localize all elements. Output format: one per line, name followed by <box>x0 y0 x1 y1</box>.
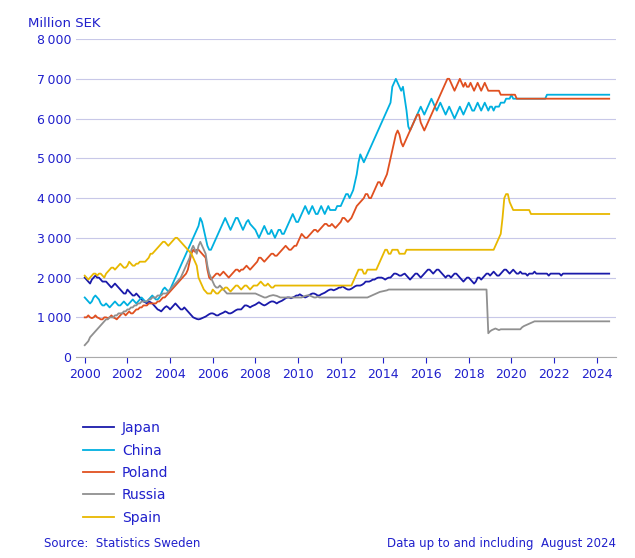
Spain <box>502 191 510 198</box>
Russia <box>81 342 88 349</box>
China <box>314 210 321 217</box>
Spain <box>314 282 321 289</box>
Line: China: China <box>84 79 609 307</box>
Poland <box>605 95 613 102</box>
Text: Data up to and including  August 2024: Data up to and including August 2024 <box>387 537 616 550</box>
Japan <box>149 300 156 307</box>
Spain <box>605 210 613 217</box>
Poland <box>150 300 158 307</box>
Poland <box>314 229 321 235</box>
China <box>150 294 158 301</box>
Japan <box>474 275 481 281</box>
Russia <box>124 306 131 312</box>
Legend: Japan, China, Poland, Russia, Spain: Japan, China, Poland, Russia, Spain <box>83 421 168 525</box>
Russia <box>605 318 613 325</box>
China <box>424 103 432 110</box>
Poland <box>125 308 133 315</box>
China <box>81 294 88 301</box>
China <box>605 92 613 98</box>
Text: Source:  Statistics Sweden: Source: Statistics Sweden <box>44 537 201 550</box>
Spain <box>124 262 131 269</box>
China <box>474 99 481 106</box>
Russia <box>540 318 547 325</box>
Poland <box>474 79 481 86</box>
Line: Russia: Russia <box>84 242 609 345</box>
Text: Million SEK: Million SEK <box>28 17 100 30</box>
Japan <box>314 292 321 299</box>
Poland <box>422 123 430 130</box>
Russia <box>422 286 430 293</box>
Russia <box>149 294 156 301</box>
Poland <box>542 95 549 102</box>
Japan <box>124 286 131 293</box>
Japan <box>542 270 549 277</box>
Poland <box>97 316 105 323</box>
Japan <box>424 266 432 273</box>
Japan <box>195 316 203 323</box>
Poland <box>444 75 451 82</box>
Spain <box>204 290 211 297</box>
Spain <box>149 251 156 257</box>
Spain <box>542 210 549 217</box>
Russia <box>314 294 321 300</box>
Russia <box>196 238 204 245</box>
Spain <box>81 272 88 279</box>
Japan <box>81 275 88 281</box>
China <box>542 95 549 102</box>
Poland <box>81 314 88 321</box>
Line: Poland: Poland <box>84 79 609 319</box>
Spain <box>472 247 479 253</box>
Spain <box>422 247 430 253</box>
China <box>392 75 399 82</box>
Line: Spain: Spain <box>84 194 609 294</box>
China <box>125 300 133 307</box>
Line: Japan: Japan <box>84 270 609 319</box>
China <box>106 304 114 311</box>
Russia <box>604 318 612 325</box>
Japan <box>605 270 613 277</box>
Japan <box>422 268 430 275</box>
